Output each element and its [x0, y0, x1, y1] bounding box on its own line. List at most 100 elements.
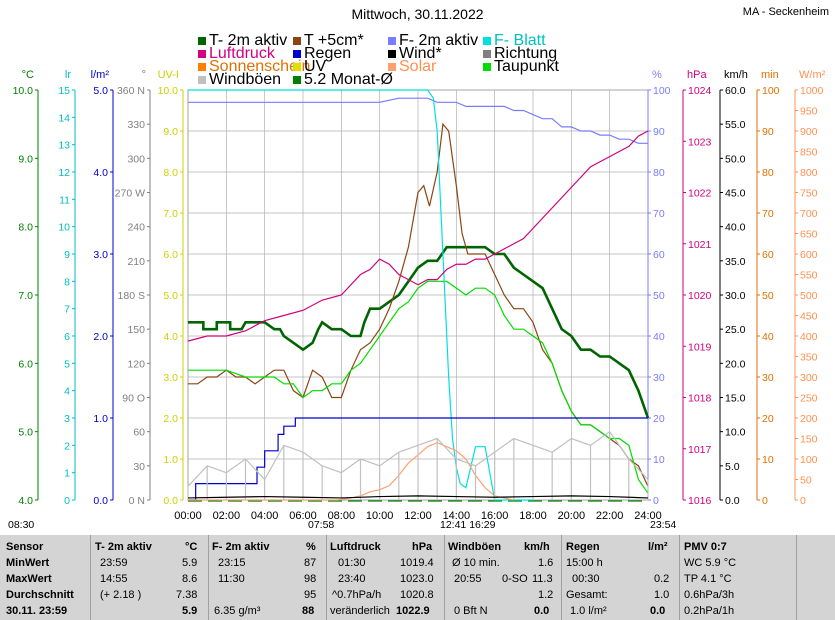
noon-label: 12:41 16:29: [440, 519, 496, 531]
axis-press-tick-label: 1021: [688, 239, 712, 251]
table-cell: 1023.0: [400, 573, 434, 585]
table-cell: 0.6hPa/3h: [684, 589, 735, 601]
axis-sun-tick-label: 80: [762, 167, 774, 179]
table-divider: [208, 535, 209, 620]
legend-label: Luftdruck: [209, 45, 275, 62]
time-tick-label: 10:00: [366, 510, 394, 522]
sunrise-prev-label: 08:30: [8, 519, 34, 531]
axis-press-tick-label: 1022: [688, 188, 712, 200]
time-tick-label: 24:00: [634, 510, 662, 522]
axis-rain-tick-label: 2.0: [93, 331, 108, 343]
axis-lr-tick-label: 1: [64, 468, 70, 480]
axis-sun-tick-label: 20: [762, 413, 774, 425]
table-cell: 98: [304, 573, 317, 585]
table-cell: 1020.8: [400, 589, 434, 601]
table-cell: veränderlich: [330, 605, 390, 617]
table-cell: 01:30: [338, 557, 366, 569]
table-header-sensor: Sensor: [6, 541, 44, 553]
table-label-current: 30.11. 23:59: [6, 605, 68, 617]
axis-lr-tick-label: 12: [58, 167, 70, 179]
time-tick-label: 08:00: [328, 510, 356, 522]
legend-swatch: [293, 76, 301, 84]
legend-item: Sonnenschein: [198, 58, 310, 76]
table-divider: [90, 535, 91, 620]
axis-hum-tick-label: 90: [653, 126, 665, 138]
table-cell: 6.35 g/m³: [214, 605, 261, 617]
table-divider: [326, 535, 327, 620]
axis-uvi-tick-label: 8.0: [163, 167, 178, 179]
axis-dir-tick-label: 240: [127, 222, 145, 234]
legend-item: T +5cm*: [293, 32, 364, 50]
legend-swatch: [198, 76, 206, 84]
axis-hum-tick-label: 30: [653, 372, 665, 384]
axis-lr-tick-label: 3: [64, 413, 70, 425]
axis-solar-tick-label: 1000: [800, 85, 824, 97]
axis-dir-tick-label: 360 N: [117, 85, 145, 97]
axis-rain-tick-label: 4.0: [93, 167, 108, 179]
table-cell: 23:59: [100, 557, 128, 569]
table-divider: [796, 535, 797, 620]
axis-wind-tick-label: 55.0: [725, 119, 746, 131]
axis-press-tick-label: 1018: [688, 393, 712, 405]
legend-swatch: [198, 63, 206, 71]
table-cell: 23:40: [338, 573, 366, 585]
legend-swatch: [483, 50, 491, 58]
axis-uvi-tick-label: 3.0: [163, 372, 178, 384]
table-cell: 11.3: [532, 573, 553, 585]
axis-temp-tick-label: 5.0: [18, 427, 33, 439]
legend-item: UV: [293, 58, 326, 76]
time-tick-label: 22:00: [596, 510, 624, 522]
table-divider: [444, 535, 445, 620]
axis-solar-tick-label: 50: [800, 475, 812, 487]
legend-label: Regen: [304, 45, 352, 62]
axis-rain-tick-label: 0.0: [93, 495, 108, 507]
axis-wind-tick-label: 15.0: [725, 393, 746, 405]
legend-swatch: [483, 63, 491, 71]
axis-dir-tick-label: 60: [133, 427, 145, 439]
axis-sun-tick-label: 50: [762, 290, 774, 302]
table-cell-current-press: 1022.9: [396, 605, 430, 617]
table-cell: Ø 10 min.: [452, 557, 500, 569]
legend-item: Wind*: [388, 45, 442, 63]
axis-lr-tick-label: 15: [58, 85, 70, 97]
legend-label: Solar: [399, 58, 437, 75]
series-line: [188, 245, 650, 419]
table-cell: 11:30: [218, 573, 245, 585]
axis-lr-tick-label: 5: [64, 358, 70, 370]
axis-temp-tick-label: 9.0: [18, 153, 33, 165]
table-cell: 1.0 l/m²: [570, 605, 607, 617]
table-unit-temp: °C: [185, 541, 198, 553]
legend-label: Sonnenschein: [209, 58, 311, 75]
sunset-label: 23:54: [650, 519, 676, 531]
axis-wind-tick-label: 10.0: [725, 427, 746, 439]
axis-hum-tick-label: 70: [653, 208, 665, 220]
axis-solar-tick-label: 750: [800, 188, 818, 200]
legend-swatch: [198, 37, 206, 45]
table-cell: 0.2: [654, 573, 670, 585]
axis-press-unit: hPa: [687, 69, 707, 81]
chart-title: Mittwoch, 30.11.2022: [351, 6, 484, 22]
table-cell: 23:15: [218, 557, 246, 569]
axis-wind-tick-label: 40.0: [725, 222, 746, 234]
legend-swatch: [483, 37, 491, 45]
axis-dir-tick-label: 210: [127, 256, 145, 268]
axis-solar-tick-label: 200: [800, 413, 818, 425]
legend-item: T- 2m aktiv: [198, 32, 287, 50]
axis-sun-tick-label: 10: [762, 454, 774, 466]
axis-solar-tick-label: 700: [800, 208, 818, 220]
axis-solar-tick-label: 800: [800, 167, 818, 179]
legend-item: F- Blatt: [483, 32, 546, 50]
axis-wind-tick-label: 35.0: [725, 256, 746, 268]
axis-press-tick-label: 1020: [688, 290, 712, 302]
axis-rain-tick-label: 3.0: [93, 249, 108, 261]
axis-press-tick-label: 1016: [688, 495, 712, 507]
axis-dir-tick-label: 180 S: [118, 290, 145, 302]
legend-item: Richtung: [483, 45, 557, 63]
axis-temp-tick-label: 8.0: [18, 222, 33, 234]
legend-label: F- Blatt: [494, 32, 546, 49]
table-header-temp: T- 2m aktiv: [95, 541, 152, 553]
axis-uvi-tick-label: 10.0: [158, 85, 179, 97]
axis-dir-tick-label: 0 N: [129, 495, 145, 507]
legend-swatch: [293, 50, 301, 58]
axis-lr-tick-label: 6: [64, 331, 70, 343]
